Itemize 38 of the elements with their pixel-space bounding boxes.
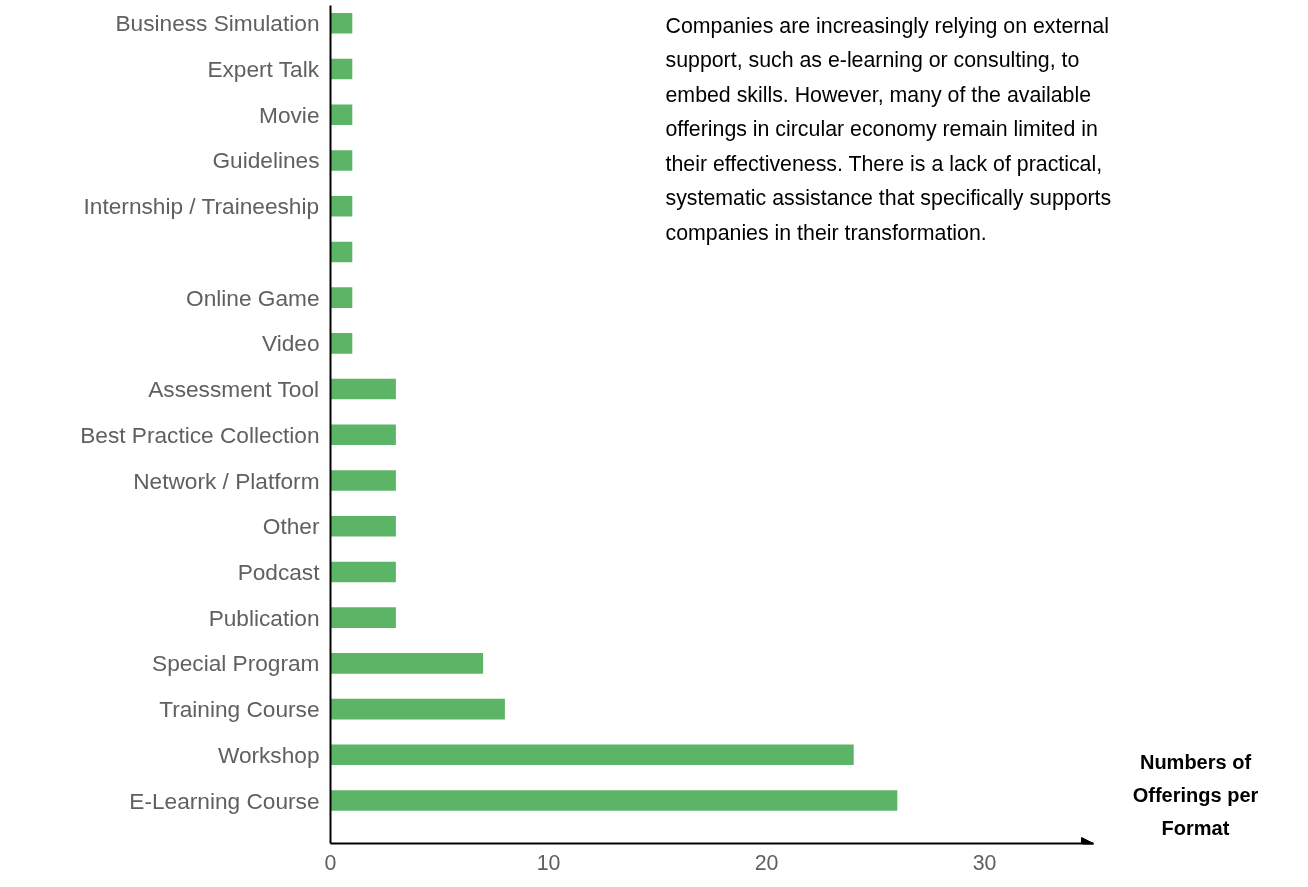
y-tick-label: Workshop [217, 741, 320, 768]
bar [330, 744, 854, 766]
bar [330, 104, 353, 126]
x-tick-label: 30 [972, 850, 997, 875]
bar [330, 150, 353, 171]
annotation: Companies are increasingly relying on external support, such as e-learning or consulting, to embed skills. However, many of the available offerings in circular economy remain limited in their effectiveness. There is a lack of practical, systematic assistance that specifically supports companies in their transformation. [665, 13, 1112, 245]
y-tick-label: Business Simulation [115, 10, 320, 37]
y-tick-label: Other [262, 513, 320, 540]
bar [330, 515, 396, 537]
x-tick-label: 0 [324, 850, 337, 875]
bar [330, 13, 353, 34]
x-tick-label: 20 [754, 850, 779, 875]
bar [330, 378, 396, 400]
y-tick-label: Guidelines [212, 147, 320, 174]
bar [330, 653, 484, 674]
bar [330, 470, 396, 491]
y-tick-label: Best Practice Collection [80, 421, 320, 448]
x-axis-title: Numbers of Offerings per Format [1132, 750, 1259, 839]
bar [330, 698, 505, 720]
y-tick-label: Network / Platform [133, 467, 320, 494]
y-tick-label: Publication [208, 604, 320, 631]
y-tick-label: Video [261, 330, 320, 357]
y-tick-label: Special Program [152, 650, 320, 677]
bar [330, 333, 353, 354]
bar [330, 790, 898, 811]
x-tick-label: 10 [536, 850, 561, 875]
bar [330, 287, 353, 308]
y-tick-label: Expert Talk [207, 56, 320, 83]
y-tick-label: Assessment Tool [148, 376, 320, 403]
bar [330, 424, 396, 446]
y-tick-label: Movie [259, 101, 320, 128]
y-tick-label: Online Game [186, 284, 320, 311]
bar [330, 607, 396, 628]
y-tick-label: Training Course [159, 696, 320, 723]
y-tick-label: E-Learning Course [129, 787, 320, 814]
bar [330, 561, 396, 583]
y-tick-label: Podcast [237, 558, 321, 585]
y-tick-label: Internship / Traineeship [83, 193, 320, 220]
